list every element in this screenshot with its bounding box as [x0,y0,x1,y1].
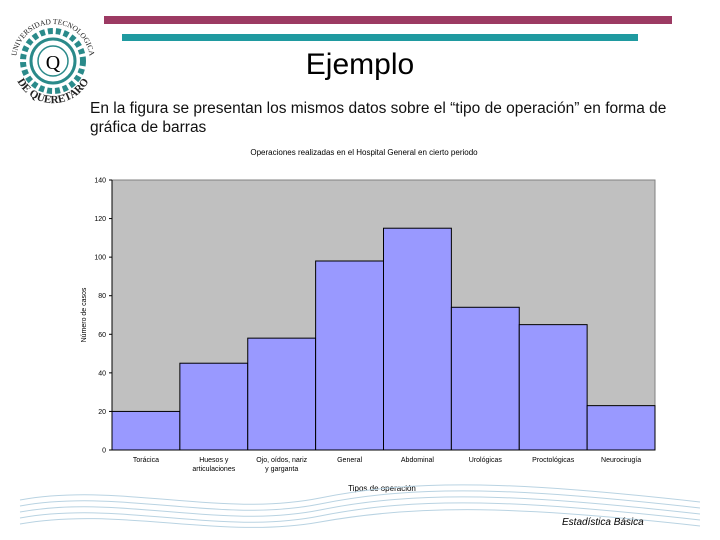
y-tick-label: 40 [98,370,106,377]
svg-text:DE QUERETARO: DE QUERETARO [15,76,92,106]
y-tick-label: 140 [94,178,106,185]
bar [450,306,520,451]
university-seal-icon: Q UNIVERSIDAD TECNOLOGICA DE QUERETARO [9,17,96,106]
x-tick-label: Ojo, oídos, nariz y garganta [256,457,307,473]
y-tick-label: 120 [94,216,106,223]
decorative-wave-pattern [19,484,701,528]
x-tick-label: Urológicas [469,457,503,464]
x-tick-label: Neurocirugía [601,457,641,464]
x-tick-label: Proctológicas [532,457,575,464]
bar-chart: Operaciones realizadas en el Hospital Ge… [81,148,656,493]
bar [247,337,317,451]
y-tick-label: 0 [102,448,106,455]
middle-accent-bar [122,34,638,41]
logo-bottom-text: DE QUERETARO [15,76,92,106]
bar [315,260,384,451]
y-tick-label: 80 [98,293,106,300]
x-tick-label: Huesos y articulaciones [192,457,235,473]
chart-title: Operaciones realizadas en el Hospital Ge… [250,148,478,157]
slide-title: Ejemplo [305,48,415,81]
x-tick-label: Abdominal [401,457,435,464]
slide-subtitle: En la figura se presentan los mismos dat… [90,100,667,136]
bar [111,410,181,451]
y-axis-label: Número de casos [81,287,88,342]
y-tick-label: 60 [98,332,106,339]
bar [518,324,588,451]
bar [586,405,656,451]
y-tick-label: 100 [94,255,106,262]
logo-letter: Q [46,52,61,74]
bar [383,227,452,451]
bar [179,362,249,451]
top-accent-bar [104,16,672,24]
x-tick-label: Torácica [133,457,159,464]
y-tick-label: 20 [98,409,106,416]
x-tick-label: General [337,457,362,464]
plot-area: 0 20 40 60 80 100 120 140 Torácica Huesos y articu… [94,178,656,473]
footer-label: Estadística Básica [562,517,644,528]
